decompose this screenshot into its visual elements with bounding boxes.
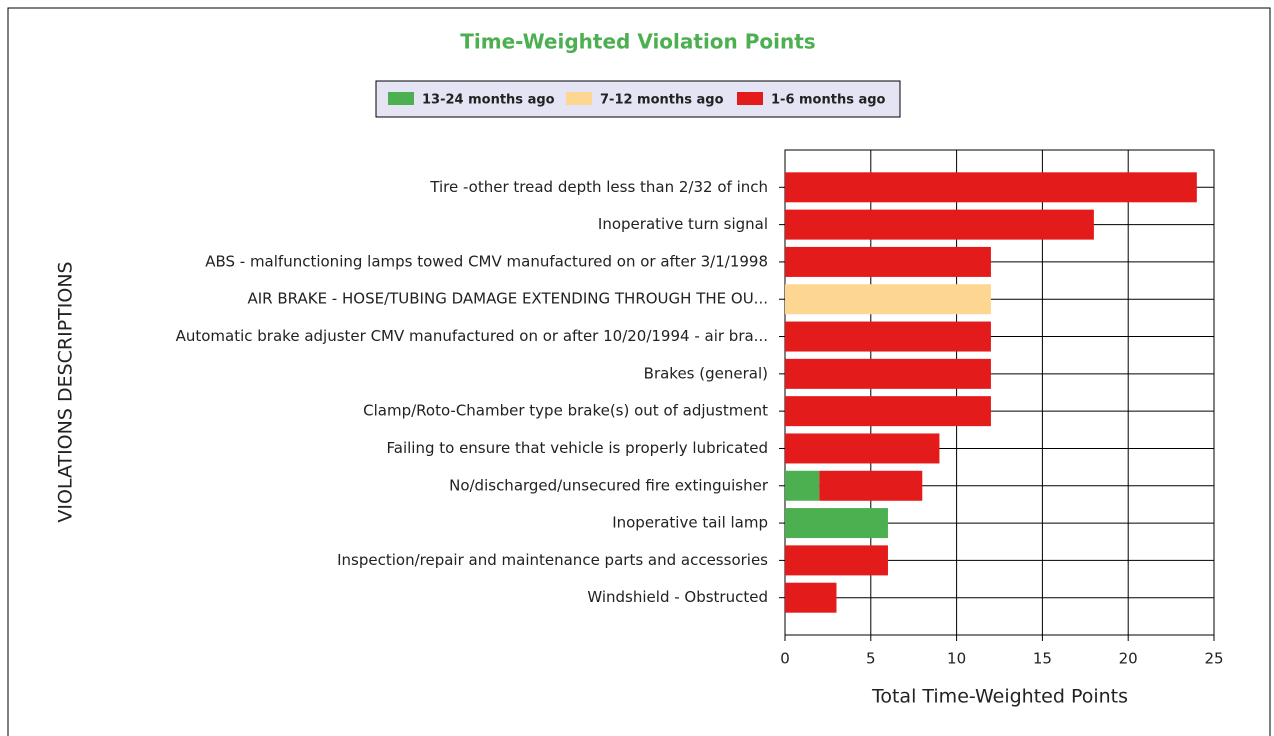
x-tick-label: 5 <box>866 650 876 668</box>
legend-swatch <box>388 92 414 105</box>
bar <box>785 396 991 427</box>
plot-border <box>784 149 1215 636</box>
y-tick-label: Inoperative tail lamp <box>612 514 768 532</box>
legend-label: 1-6 months ago <box>771 93 886 108</box>
bar <box>785 545 888 576</box>
frame <box>7 7 1271 736</box>
y-tick-label: No/discharged/unsecured fire extinguishe… <box>449 476 769 494</box>
bar <box>785 172 1197 203</box>
y-tick-label: Clamp/Roto-Chamber type brake(s) out of … <box>363 402 768 420</box>
x-tick-label: 10 <box>947 650 966 668</box>
y-tick-label: Windshield - Obstructed <box>587 588 768 606</box>
legend-label: 7-12 months ago <box>600 93 724 108</box>
chart-title: Time-Weighted Violation Points <box>460 30 815 54</box>
x-tick-label: 25 <box>1204 650 1223 668</box>
y-tick-label: ABS - malfunctioning lamps towed CMV man… <box>205 252 768 270</box>
bar <box>785 582 837 613</box>
y-tick-label: Inoperative turn signal <box>598 215 768 233</box>
bar <box>785 508 888 539</box>
bar <box>785 470 820 501</box>
x-axis-label: Total Time-Weighted Points <box>871 686 1128 708</box>
bar <box>785 209 1094 240</box>
y-tick-label: Automatic brake adjuster CMV manufacture… <box>176 327 768 345</box>
bar <box>785 284 991 315</box>
bar <box>785 433 940 464</box>
x-tick-label: 0 <box>780 650 790 668</box>
y-tick-label: Inspection/repair and maintenance parts … <box>337 551 768 569</box>
y-tick-label: Failing to ensure that vehicle is proper… <box>387 439 769 457</box>
y-tick-label: Brakes (general) <box>644 364 768 382</box>
bar <box>785 246 991 277</box>
y-tick-label: Tire -other tread depth less than 2/32 o… <box>429 178 768 196</box>
bar <box>785 358 991 389</box>
legend-swatch <box>566 92 592 105</box>
legend-swatch <box>737 92 763 105</box>
bar <box>785 321 991 352</box>
x-tick-label: 20 <box>1119 650 1138 668</box>
legend <box>375 80 901 118</box>
x-tick-label: 15 <box>1033 650 1052 668</box>
legend-label: 13-24 months ago <box>422 93 555 108</box>
bar <box>819 470 923 501</box>
y-axis-label: VIOLATIONS DESCRIPTIONS <box>55 261 77 522</box>
y-tick-label: AIR BRAKE - HOSE/TUBING DAMAGE EXTENDING… <box>247 290 768 308</box>
